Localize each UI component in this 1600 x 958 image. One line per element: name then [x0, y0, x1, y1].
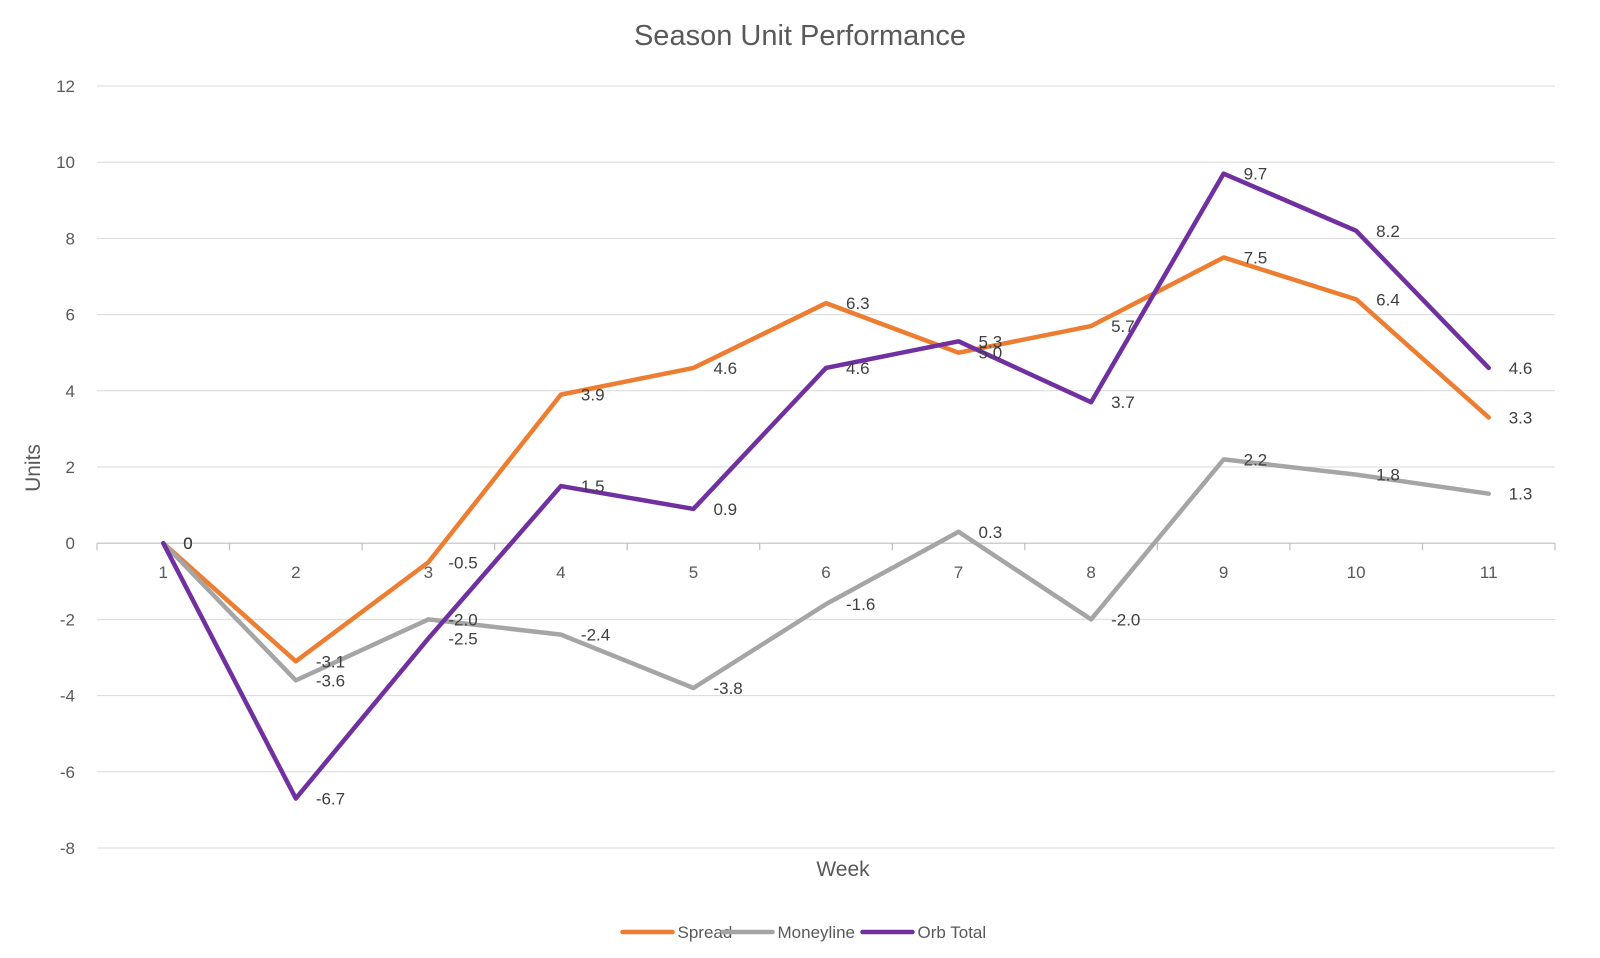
data-label: 1.8 — [1376, 466, 1400, 485]
y-tick-label: -6 — [60, 763, 75, 782]
y-tick-label: 10 — [56, 153, 75, 172]
gridlines — [97, 85, 1555, 849]
data-label: 5.0 — [979, 344, 1003, 363]
data-label: 1.5 — [581, 477, 605, 496]
x-tick-label: 9 — [1219, 563, 1228, 582]
legend-label: Moneyline — [778, 923, 856, 942]
x-tick-label: 3 — [424, 563, 433, 582]
data-label: 6.4 — [1376, 290, 1400, 309]
data-label: -2.4 — [581, 626, 610, 645]
data-label: 0 — [183, 534, 192, 553]
data-label: -3.8 — [713, 679, 742, 698]
data-label: -6.7 — [316, 789, 345, 808]
data-label: -1.6 — [846, 595, 875, 614]
series-line-moneyline — [161, 457, 1491, 691]
y-tick-label: 6 — [66, 306, 75, 325]
data-label: -0.5 — [448, 553, 477, 572]
x-tick-label: 8 — [1086, 563, 1095, 582]
y-tick-label: -4 — [60, 687, 75, 706]
data-label: 4.6 — [713, 359, 737, 378]
y-tick-label: 0 — [66, 534, 75, 553]
x-tick-label: 10 — [1347, 563, 1366, 582]
data-label: 4.6 — [846, 359, 870, 378]
data-label: 0 — [183, 534, 192, 553]
data-labels: 0-3.1-0.53.94.66.35.05.77.56.43.30-3.6-2… — [183, 165, 1532, 809]
series-line-orb-total — [161, 171, 1491, 801]
y-tick-label: -8 — [60, 839, 75, 858]
series-line-spread — [161, 255, 1491, 664]
data-label: 1.3 — [1509, 485, 1533, 504]
data-label: -3.6 — [316, 671, 345, 690]
data-label: -3.1 — [316, 652, 345, 671]
x-tick-label: 5 — [689, 563, 698, 582]
data-label: 0.3 — [979, 523, 1003, 542]
data-label: 3.7 — [1111, 393, 1135, 412]
data-label: 5.3 — [979, 332, 1003, 351]
data-label: 3.3 — [1509, 408, 1533, 427]
y-tick-label: -2 — [60, 610, 75, 629]
y-tick-label: 8 — [66, 229, 75, 248]
data-label: 5.7 — [1111, 317, 1135, 336]
x-tick-label: 1 — [159, 563, 168, 582]
data-label: -2.0 — [448, 610, 477, 629]
data-label: 0.9 — [713, 500, 737, 519]
x-tick-label: 6 — [821, 563, 830, 582]
data-label: -2.5 — [448, 629, 477, 648]
data-label: 6.3 — [846, 294, 870, 313]
y-tick-label: 12 — [56, 77, 75, 96]
data-label: 0 — [183, 534, 192, 553]
y-axis-title: Units — [22, 444, 45, 492]
data-label: 3.9 — [581, 386, 605, 405]
data-label: 7.5 — [1244, 248, 1268, 267]
legend-label: Spread — [678, 923, 733, 942]
series-lines — [161, 171, 1491, 801]
legend: Spread Moneyline Orb Total — [620, 923, 987, 942]
data-label: 2.2 — [1244, 450, 1268, 469]
x-tick-label: 11 — [1480, 563, 1498, 582]
x-tick-label: 7 — [954, 563, 963, 582]
y-tick-label: 2 — [66, 458, 75, 477]
legend-label: Orb Total — [918, 923, 987, 942]
data-label: 4.6 — [1509, 359, 1533, 378]
data-label: -2.0 — [1111, 610, 1140, 629]
y-tick-label: 4 — [66, 382, 75, 401]
x-tick-label: 2 — [291, 563, 300, 582]
x-tick-label: 4 — [556, 563, 565, 582]
chart-title: Season Unit Performance — [634, 20, 966, 52]
data-label: 8.2 — [1376, 222, 1400, 241]
x-axis-title: Week — [816, 858, 870, 881]
data-label: 9.7 — [1244, 165, 1268, 184]
